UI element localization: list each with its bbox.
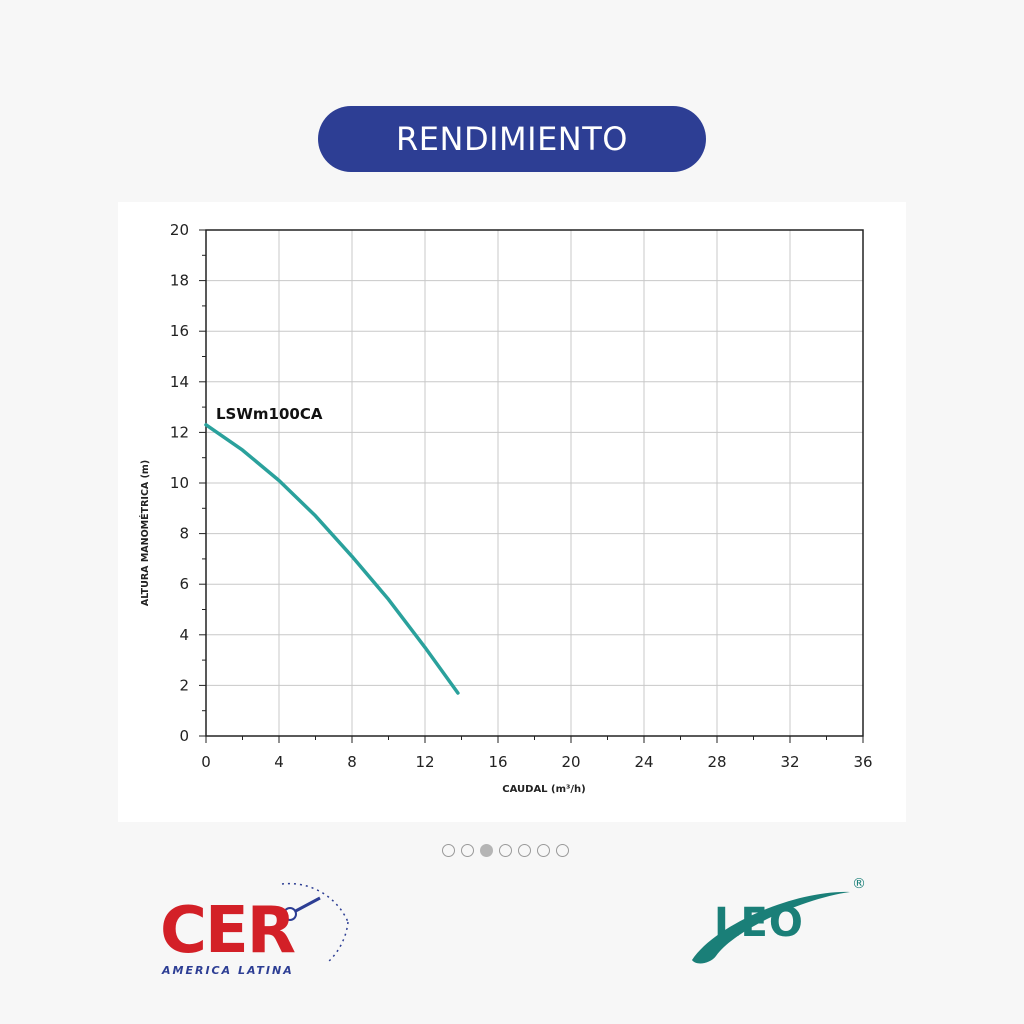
y-tick-label: 20	[170, 221, 189, 239]
performance-chart-card: 0 4 8 12 16 20 24 28 32 36 0 2 4 6 8 10 12 14 16 18 20 LSWm1…	[118, 202, 906, 822]
cer-logo-subtitle: AMERICA LATINA	[161, 964, 294, 977]
carousel-dot[interactable]	[556, 844, 569, 857]
y-tick-label: 6	[179, 575, 189, 593]
x-tick-label: 0	[201, 753, 211, 771]
y-tick-label: 18	[170, 272, 189, 290]
series-label: LSWm100CA	[216, 405, 323, 423]
x-tick-label: 36	[853, 753, 872, 771]
x-tick-label: 28	[707, 753, 726, 771]
cer-logo-text: CER	[160, 894, 295, 968]
section-title-banner: RENDIMIENTO	[318, 106, 706, 172]
series-line	[204, 423, 460, 695]
y-tick-label: 10	[170, 474, 189, 492]
y-tick-label: 12	[170, 423, 189, 441]
x-tick-label: 24	[634, 753, 653, 771]
leo-logo-text: LEO	[714, 900, 804, 946]
carousel-dot[interactable]	[480, 844, 493, 857]
x-tick-label: 16	[488, 753, 507, 771]
y-tick-label: 8	[179, 525, 189, 543]
y-tick-label: 2	[179, 676, 189, 694]
x-tick-label: 32	[780, 753, 799, 771]
leo-registered-mark: ®	[852, 876, 866, 892]
y-tick-label: 14	[170, 373, 189, 391]
x-tick-label: 12	[415, 753, 434, 771]
carousel-dot[interactable]	[518, 844, 531, 857]
x-tick-label: 20	[561, 753, 580, 771]
y-axis-label: ALTURA MANOMÉTRICA (m)	[139, 460, 151, 606]
x-axis-label: CAUDAL (m³/h)	[502, 784, 586, 795]
carousel-dot[interactable]	[537, 844, 550, 857]
y-tick-label: 0	[179, 727, 189, 745]
cer-logo: CER AMERICA LATINA	[158, 862, 358, 982]
y-tick-label: 4	[179, 626, 189, 644]
leo-swoosh-icon	[692, 891, 850, 964]
y-tick-label: 16	[170, 322, 189, 340]
leo-logo: LEO ®	[686, 872, 876, 972]
section-title: RENDIMIENTO	[396, 120, 628, 158]
x-tick-label: 4	[274, 753, 284, 771]
carousel-dot[interactable]	[442, 844, 455, 857]
carousel-dot[interactable]	[499, 844, 512, 857]
carousel-dot[interactable]	[461, 844, 474, 857]
gauge-icon	[281, 882, 349, 963]
carousel-pagination	[442, 844, 569, 857]
x-tick-label: 8	[347, 753, 357, 771]
